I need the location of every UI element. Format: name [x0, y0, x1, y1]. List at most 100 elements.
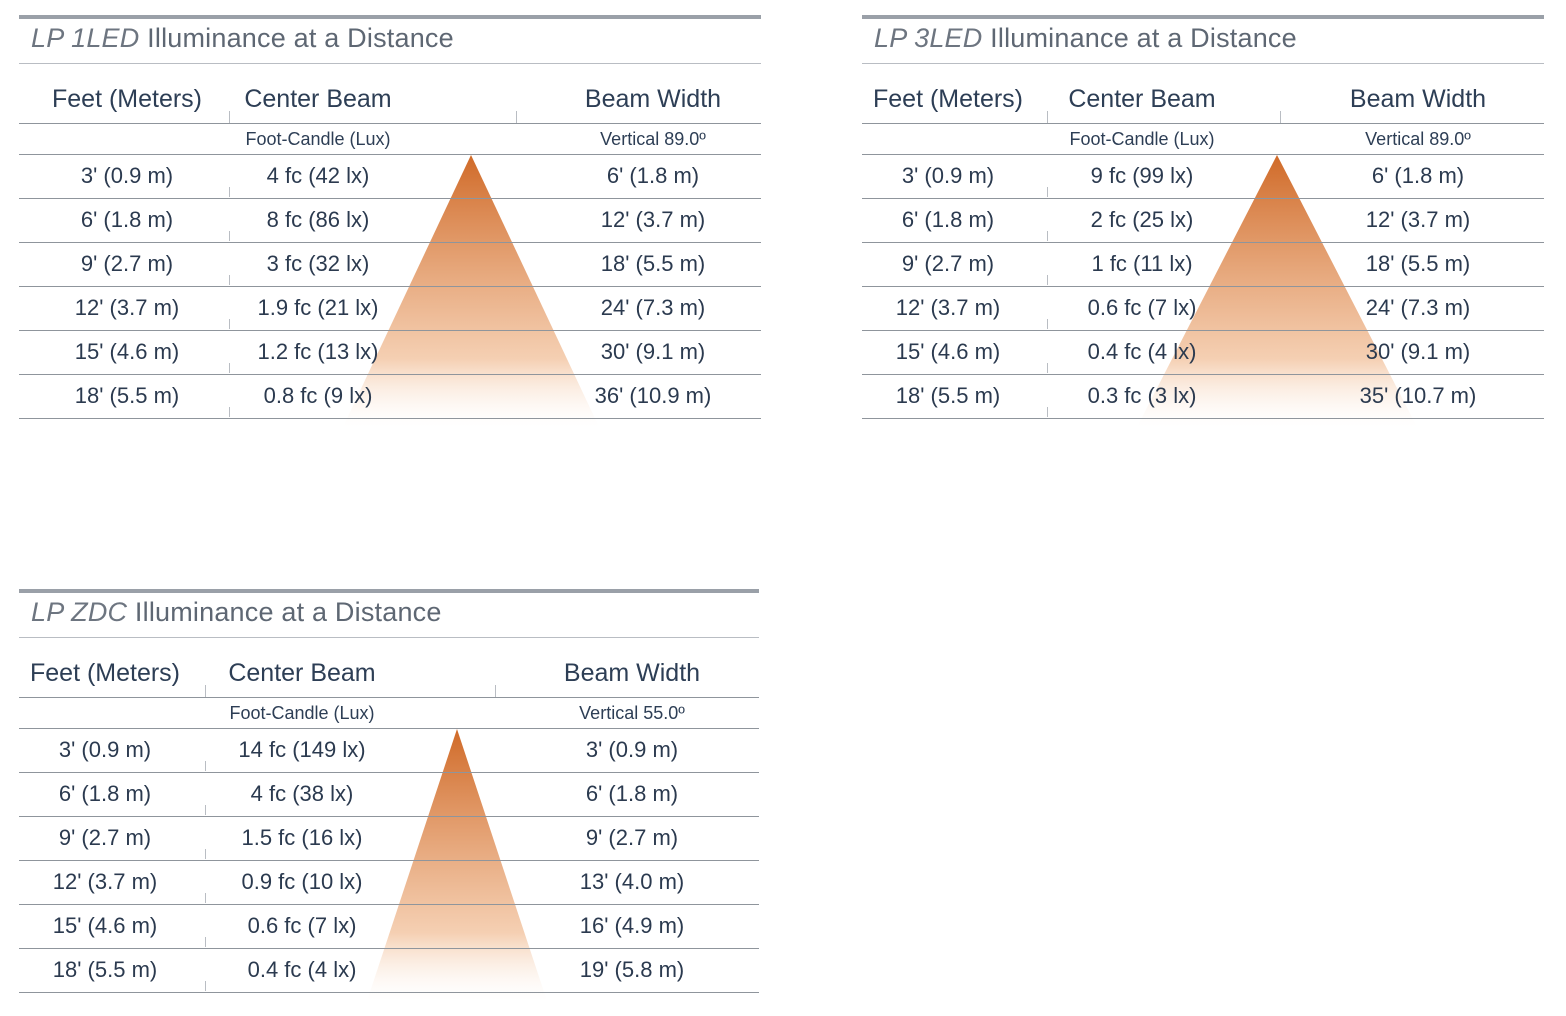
beam-width-cell: 24' (7.3 m)	[1365, 295, 1471, 320]
row-divider	[1047, 319, 1048, 329]
beam-width-cell: 6' (1.8 m)	[606, 163, 700, 188]
distance-cell: 12' (3.7 m)	[895, 295, 1001, 320]
model-name: LP ZDC	[31, 597, 128, 627]
row-divider	[1047, 231, 1048, 241]
header-divider	[205, 685, 206, 697]
row-divider	[205, 761, 206, 771]
table-row: 3' (0.9 m) 14 fc (149 lx) 3' (0.9 m)	[19, 729, 759, 773]
distance-header: Feet (Meters)	[51, 85, 203, 113]
distance-cell: 9' (2.7 m)	[80, 251, 174, 276]
beam-width-cell: 30' (9.1 m)	[600, 339, 706, 364]
subheader-rule	[862, 154, 1544, 155]
row-rule	[19, 948, 759, 949]
row-divider	[1047, 407, 1048, 417]
beam-width-cell: 36' (10.9 m)	[594, 383, 712, 408]
center-beam-cell: 1.9 fc (21 lx)	[257, 295, 379, 320]
beam-cone	[1137, 155, 1417, 427]
panel-top-rule	[19, 589, 759, 593]
illuminance-panel: LP ZDC Illuminance at a Distance Feet (Me…	[19, 589, 759, 1003]
row-rule	[19, 242, 761, 243]
center-beam-cell: 4 fc (42 lx)	[266, 163, 370, 188]
panel-title: LP 1LED Illuminance at a Distance	[31, 23, 454, 54]
beam-cone	[367, 729, 547, 1001]
panel-title: LP 3LED Illuminance at a Distance	[874, 23, 1297, 54]
beam-width-header: Beam Width	[584, 85, 722, 113]
row-divider	[1047, 275, 1048, 285]
model-name: LP 3LED	[874, 23, 983, 53]
center-beam-cell: 2 fc (25 lx)	[1090, 207, 1194, 232]
beam-triangle	[343, 155, 599, 427]
header-divider	[229, 111, 230, 123]
distance-cell: 18' (5.5 m)	[52, 957, 158, 982]
row-rule	[862, 198, 1544, 199]
distance-cell: 3' (0.9 m)	[901, 163, 995, 188]
beam-width-cell: 3' (0.9 m)	[585, 737, 679, 762]
table-row: 9' (2.7 m) 3 fc (32 lx) 18' (5.5 m)	[19, 243, 761, 287]
row-rule	[19, 860, 759, 861]
table-row: 12' (3.7 m) 1.9 fc (21 lx) 24' (7.3 m)	[19, 287, 761, 331]
center-beam-header: Center Beam	[1068, 85, 1216, 113]
center-beam-cell: 1 fc (11 lx)	[1091, 251, 1193, 276]
beam-width-angle: Vertical 89.0º	[600, 129, 706, 149]
table-row: 18' (5.5 m) 0.4 fc (4 lx) 19' (5.8 m)	[19, 949, 759, 993]
row-rule	[862, 242, 1544, 243]
center-beam-cell: 8 fc (86 lx)	[266, 207, 370, 232]
header-rule	[862, 123, 1544, 124]
distance-cell: 15' (4.6 m)	[895, 339, 1001, 364]
center-beam-header: Center Beam	[244, 85, 392, 113]
illuminance-panel: LP 1LED Illuminance at a Distance Feet (M…	[19, 15, 761, 429]
table-row: 12' (3.7 m) 0.9 fc (10 lx) 13' (4.0 m)	[19, 861, 759, 905]
row-divider	[229, 275, 230, 285]
table-row: 18' (5.5 m) 0.8 fc (9 lx) 36' (10.9 m)	[19, 375, 761, 419]
row-rule	[19, 992, 759, 993]
center-beam-cell: 4 fc (38 lx)	[250, 781, 354, 806]
beam-width-cell: 18' (5.5 m)	[600, 251, 706, 276]
row-divider	[229, 319, 230, 329]
center-beam-cell: 0.9 fc (10 lx)	[241, 869, 363, 894]
table-row: 15' (4.6 m) 0.4 fc (4 lx) 30' (9.1 m)	[862, 331, 1544, 375]
beam-width-cell: 13' (4.0 m)	[579, 869, 685, 894]
distance-cell: 6' (1.8 m)	[80, 207, 174, 232]
beam-width-cell: 35' (10.7 m)	[1359, 383, 1477, 408]
distance-cell: 9' (2.7 m)	[901, 251, 995, 276]
row-rule	[862, 330, 1544, 331]
title-suffix: Illuminance at a Distance	[990, 23, 1297, 53]
row-rule	[19, 904, 759, 905]
center-beam-cell: 0.3 fc (3 lx)	[1087, 383, 1197, 408]
table-row: 3' (0.9 m) 4 fc (42 lx) 6' (1.8 m)	[19, 155, 761, 199]
subheader-rule	[19, 154, 761, 155]
center-beam-header: Center Beam	[228, 659, 376, 687]
beam-width-cell: 9' (2.7 m)	[585, 825, 679, 850]
header-divider	[516, 111, 517, 123]
beam-width-header: Beam Width	[563, 659, 701, 687]
distance-cell: 3' (0.9 m)	[58, 737, 152, 762]
distance-cell: 15' (4.6 m)	[74, 339, 180, 364]
center-beam-cell: 1.2 fc (13 lx)	[257, 339, 379, 364]
row-rule	[19, 286, 761, 287]
header-divider	[1047, 111, 1048, 123]
beam-width-cell: 18' (5.5 m)	[1365, 251, 1471, 276]
center-beam-cell: 14 fc (149 lx)	[238, 737, 366, 762]
beam-width-cell: 6' (1.8 m)	[585, 781, 679, 806]
distance-cell: 15' (4.6 m)	[52, 913, 158, 938]
row-rule	[19, 772, 759, 773]
table-row: 6' (1.8 m) 8 fc (86 lx) 12' (3.7 m)	[19, 199, 761, 243]
beam-width-cell: 6' (1.8 m)	[1371, 163, 1465, 188]
center-beam-unit: Foot-Candle (Lux)	[229, 703, 375, 723]
table-row: 9' (2.7 m) 1.5 fc (16 lx) 9' (2.7 m)	[19, 817, 759, 861]
distance-cell: 12' (3.7 m)	[52, 869, 158, 894]
center-beam-unit: Foot-Candle (Lux)	[245, 129, 391, 149]
row-divider	[205, 805, 206, 815]
row-divider	[1047, 187, 1048, 197]
center-beam-cell: 0.4 fc (4 lx)	[1087, 339, 1197, 364]
table-row: 12' (3.7 m) 0.6 fc (7 lx) 24' (7.3 m)	[862, 287, 1544, 331]
beam-width-angle: Vertical 89.0º	[1365, 129, 1471, 149]
beam-width-header: Beam Width	[1349, 85, 1487, 113]
row-divider	[229, 363, 230, 373]
title-rule	[19, 637, 759, 638]
row-rule	[862, 418, 1544, 419]
title-suffix: Illuminance at a Distance	[134, 597, 442, 627]
row-rule	[19, 374, 761, 375]
beam-cone	[343, 155, 599, 427]
row-rule	[862, 374, 1544, 375]
